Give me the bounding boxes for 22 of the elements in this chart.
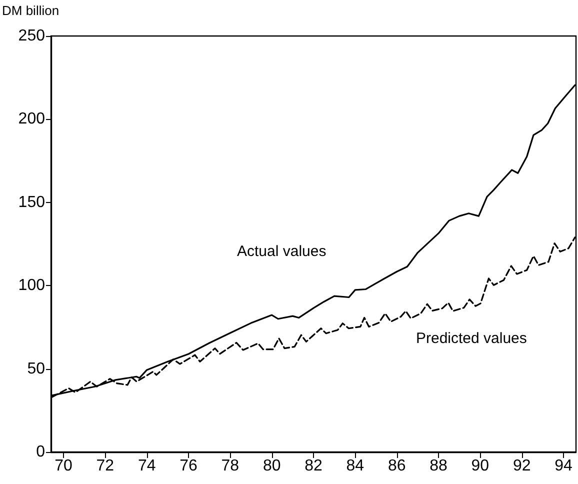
x-tick-label: 92 [512, 458, 531, 474]
x-tick-label: 82 [304, 458, 322, 474]
series-label: Predicted values [416, 330, 527, 347]
x-tick-label: 80 [262, 458, 281, 474]
x-tick-label: 84 [346, 458, 364, 474]
x-tick-label: 74 [138, 458, 156, 474]
x-tick-label: 88 [430, 458, 448, 474]
x-tick-label: 90 [471, 458, 490, 474]
x-tick-label: 70 [54, 458, 72, 474]
x-tick-label: 72 [96, 458, 114, 474]
x-tick-label: 76 [180, 458, 198, 474]
text: Actual values [237, 243, 326, 260]
y-tick-label: 50 [27, 360, 46, 378]
x-tick-label: 94 [554, 458, 572, 474]
y-tick-label: 200 [18, 110, 46, 128]
y-tick-label: 0 [36, 444, 46, 460]
y-tick-label: 250 [18, 28, 46, 44]
x-tick-label: 78 [221, 458, 240, 474]
y-tick-label: 100 [18, 277, 46, 294]
y-axis-title: DM billion [2, 3, 60, 18]
y-tick-label: 150 [18, 194, 46, 211]
x-tick-label: 86 [388, 458, 406, 474]
